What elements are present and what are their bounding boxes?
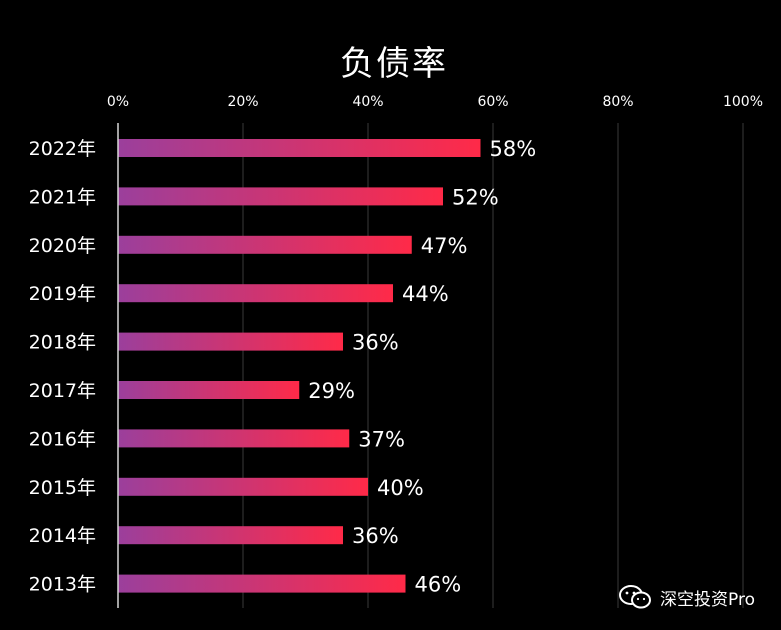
wechat-icon <box>619 585 652 609</box>
x-tick-label: 20% <box>227 94 258 110</box>
data-label: 47% <box>421 234 468 258</box>
watermark: 深空投资Pro <box>618 584 755 610</box>
bar <box>118 139 481 157</box>
data-label: 44% <box>402 282 449 306</box>
bar <box>118 187 443 206</box>
category-label: 2014年 <box>29 525 96 547</box>
x-tick-labels: 0% 20% 40% 60% 80% 100% <box>107 94 763 110</box>
bar <box>118 235 412 254</box>
data-label: 58% <box>490 137 537 161</box>
data-labels: 58% 52% 47% 44% 36% 29%37% 40% 36% 46% <box>308 137 536 597</box>
chart-title: 负债率 <box>340 44 448 84</box>
category-label: 2019年 <box>29 283 96 305</box>
category-label: 2013年 <box>29 574 96 596</box>
category-label: 2020年 <box>29 235 96 257</box>
data-label: 46% <box>415 573 462 597</box>
category-label: 2015年 <box>29 477 96 499</box>
data-label: 36% <box>352 524 399 548</box>
category-label: 2017年 <box>29 380 96 402</box>
watermark-text: 深空投资Pro <box>660 589 755 610</box>
bar <box>118 284 393 303</box>
category-label: 2021年 <box>29 186 96 208</box>
data-label: 40% <box>377 476 424 500</box>
bars <box>118 139 481 593</box>
x-tick-label: 100% <box>723 94 763 110</box>
category-label: 2018年 <box>29 332 96 354</box>
bar <box>118 526 343 545</box>
data-label: 29% <box>308 379 355 403</box>
bar <box>118 332 343 351</box>
data-label: 52% <box>452 185 499 209</box>
bar <box>118 574 406 593</box>
category-label: 2022年 <box>29 138 96 160</box>
x-tick-label: 0% <box>107 94 129 110</box>
bar <box>118 477 368 496</box>
bar <box>118 381 300 399</box>
category-labels: 2022年 2021年 2020年 2019年 2018年 2017年 2016年 2015年… <box>29 138 96 596</box>
data-label: 36% <box>352 331 399 355</box>
data-label: 37% <box>358 427 405 451</box>
x-tick-label: 40% <box>352 94 383 110</box>
x-tick-label: 80% <box>602 94 633 110</box>
x-tick-label: 60% <box>477 94 508 110</box>
bar <box>118 429 350 448</box>
category-label: 2016年 <box>29 428 96 450</box>
